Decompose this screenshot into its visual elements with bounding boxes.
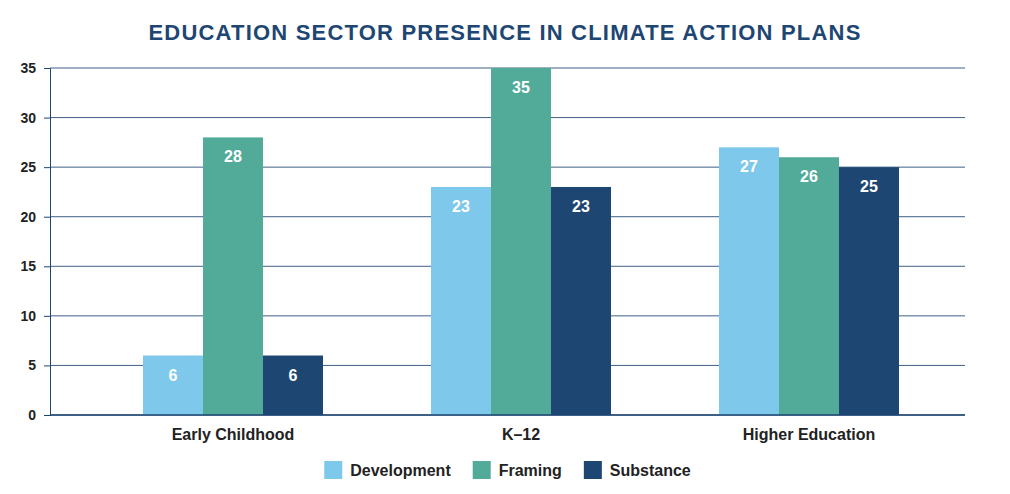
data-label: 6 xyxy=(289,367,298,384)
y-tick: 15 xyxy=(20,258,50,274)
bars xyxy=(143,68,899,415)
y-tick-label: 35 xyxy=(20,60,36,76)
data-label: 23 xyxy=(452,198,470,215)
legend-swatch xyxy=(584,461,602,479)
y-axis-line xyxy=(44,69,51,416)
bar xyxy=(779,157,839,415)
legend-label: Substance xyxy=(610,462,691,479)
y-tick-label: 30 xyxy=(20,110,36,126)
grid-line xyxy=(50,415,965,416)
y-tick-label: 20 xyxy=(20,209,36,225)
legend-label: Framing xyxy=(499,462,562,479)
legend-swatch xyxy=(473,461,491,479)
legend-swatch xyxy=(324,461,342,479)
y-tick: 20 xyxy=(20,209,50,225)
x-tick-label: Higher Education xyxy=(743,426,875,443)
data-label: 25 xyxy=(860,178,878,195)
x-tick-label: Early Childhood xyxy=(172,426,295,443)
data-label: 28 xyxy=(224,148,242,165)
y-tick: 0 xyxy=(28,407,50,423)
data-label: 26 xyxy=(800,168,818,185)
bar xyxy=(263,356,323,415)
y-tick-mark xyxy=(44,118,50,119)
data-label: 35 xyxy=(512,79,530,96)
data-label: 27 xyxy=(740,158,758,175)
y-tick-mark xyxy=(44,266,50,267)
bar xyxy=(143,356,203,415)
bar xyxy=(551,187,611,415)
y-tick: 30 xyxy=(20,110,50,126)
title: EDUCATION SECTOR PRESENCE IN CLIMATE ACT… xyxy=(148,20,861,45)
x-axis-line xyxy=(50,414,965,416)
chart: EDUCATION SECTOR PRESENCE IN CLIMATE ACT… xyxy=(0,0,1010,494)
y-tick-mark xyxy=(44,217,50,218)
y-tick-label: 25 xyxy=(20,159,36,175)
y-tick-mark xyxy=(44,167,50,168)
bar xyxy=(491,68,551,415)
grid xyxy=(50,68,965,415)
legend-item: Substance xyxy=(584,461,691,479)
y-tick: 35 xyxy=(20,60,50,76)
y-tick-label: 0 xyxy=(28,407,36,423)
legend-item: Framing xyxy=(473,461,562,479)
y-tick: 25 xyxy=(20,159,50,175)
y-tick-label: 10 xyxy=(20,308,36,324)
y-tick-label: 15 xyxy=(20,258,36,274)
x-tick-label: K–12 xyxy=(502,426,540,443)
bar xyxy=(203,137,263,415)
y-tick: 10 xyxy=(20,308,50,324)
x-tick: K–12 xyxy=(502,415,540,443)
legend-label: Development xyxy=(350,462,451,479)
data-label: 6 xyxy=(169,367,178,384)
legend-item: Development xyxy=(324,461,451,479)
y-tick-label: 5 xyxy=(28,357,36,373)
x-axis: Early Childhood K–12 Higher Education xyxy=(50,415,965,443)
x-tick: Early Childhood xyxy=(172,415,295,443)
y-tick: 5 xyxy=(28,357,50,373)
data-labels: 6 28 6 23 35 23 27 26 25 xyxy=(169,79,878,384)
y-axis: 0 5 10 15 20 25 30 35 xyxy=(20,60,50,423)
y-tick-mark xyxy=(44,316,50,317)
x-tick: Higher Education xyxy=(743,415,875,443)
y-tick-mark xyxy=(44,415,50,416)
bar xyxy=(839,167,899,415)
legend: Development Framing Substance xyxy=(324,461,691,479)
bar xyxy=(431,187,491,415)
y-tick-mark xyxy=(44,365,50,366)
data-label: 23 xyxy=(572,198,590,215)
y-tick-mark xyxy=(44,68,50,69)
bar xyxy=(719,147,779,415)
